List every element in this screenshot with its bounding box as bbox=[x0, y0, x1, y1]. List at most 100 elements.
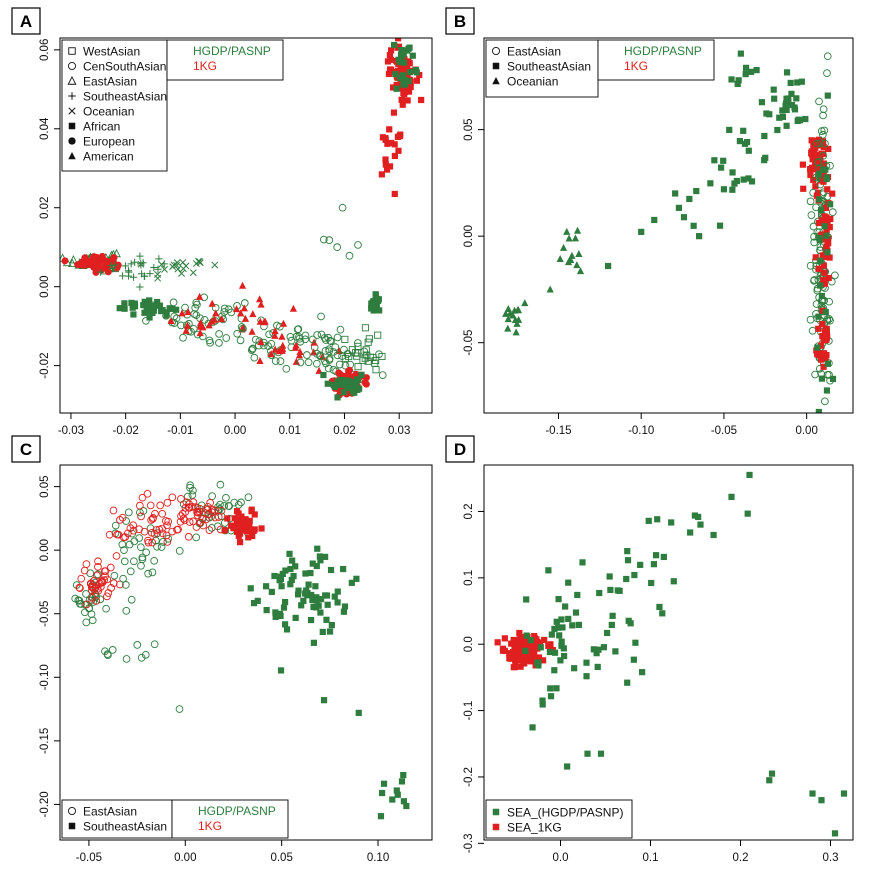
data-point bbox=[304, 358, 313, 367]
data-point bbox=[391, 152, 399, 160]
data-point bbox=[80, 566, 89, 575]
data-point bbox=[398, 47, 405, 54]
data-point bbox=[819, 151, 828, 160]
data-point bbox=[144, 302, 151, 309]
data-point bbox=[779, 113, 787, 121]
data-point bbox=[313, 594, 320, 601]
data-point bbox=[819, 307, 826, 314]
data-point bbox=[806, 261, 815, 270]
data-point bbox=[211, 261, 219, 269]
data-point bbox=[399, 101, 406, 108]
data-point bbox=[814, 158, 822, 166]
data-point bbox=[595, 646, 602, 653]
data-point bbox=[314, 545, 321, 552]
data-point bbox=[173, 306, 180, 313]
data-point bbox=[820, 178, 827, 185]
data-point bbox=[819, 111, 827, 120]
data-point bbox=[158, 261, 165, 268]
data-point bbox=[720, 157, 727, 164]
data-point bbox=[144, 569, 152, 578]
data-point bbox=[555, 624, 562, 631]
data-point bbox=[814, 344, 821, 351]
data-point bbox=[129, 526, 138, 535]
legend-label: EastAsian bbox=[83, 805, 137, 819]
data-point bbox=[288, 576, 295, 584]
data-point bbox=[113, 530, 122, 539]
data-point bbox=[173, 261, 181, 269]
data-point bbox=[386, 66, 394, 73]
data-point bbox=[825, 297, 834, 306]
data-point bbox=[510, 306, 519, 314]
data-point bbox=[365, 335, 373, 343]
data-point bbox=[565, 615, 572, 623]
legend-marker bbox=[492, 808, 500, 816]
y-tick-label: -0.3 bbox=[463, 833, 475, 853]
data-point bbox=[281, 598, 289, 606]
data-point bbox=[583, 673, 590, 680]
data-point bbox=[645, 517, 652, 524]
data-point bbox=[220, 502, 229, 510]
y-tick-label: 0.1 bbox=[463, 570, 475, 586]
data-point bbox=[811, 370, 819, 379]
data-point bbox=[207, 523, 216, 532]
data-point bbox=[215, 339, 223, 347]
data-point bbox=[192, 533, 201, 542]
data-point bbox=[821, 139, 829, 148]
data-point bbox=[96, 579, 104, 588]
data-point bbox=[624, 548, 631, 555]
data-point bbox=[770, 86, 777, 93]
data-point bbox=[140, 527, 149, 536]
data-points bbox=[71, 480, 410, 820]
data-point bbox=[412, 66, 419, 74]
data-point bbox=[116, 580, 124, 589]
data-point bbox=[343, 350, 352, 358]
data-point bbox=[340, 608, 348, 615]
data-point bbox=[169, 298, 178, 307]
data-point bbox=[69, 254, 78, 264]
data-point bbox=[345, 251, 354, 260]
data-point bbox=[517, 634, 524, 642]
data-point bbox=[310, 348, 318, 356]
data-point bbox=[224, 515, 231, 522]
data-point bbox=[783, 95, 790, 102]
data-point bbox=[812, 254, 819, 261]
data-point bbox=[301, 331, 310, 340]
data-point bbox=[391, 141, 398, 148]
data-point bbox=[156, 501, 165, 510]
data-point bbox=[546, 648, 554, 656]
data-point bbox=[181, 303, 189, 312]
data-point bbox=[378, 352, 386, 361]
data-point bbox=[186, 481, 194, 490]
data-point bbox=[517, 638, 524, 645]
data-point bbox=[276, 610, 284, 617]
data-point bbox=[75, 583, 84, 592]
data-point bbox=[119, 533, 128, 542]
data-point bbox=[281, 621, 289, 628]
data-point bbox=[179, 333, 187, 342]
data-point bbox=[808, 137, 815, 144]
data-point bbox=[334, 377, 341, 384]
data-point bbox=[579, 559, 586, 566]
data-point bbox=[825, 274, 832, 282]
data-point bbox=[668, 519, 675, 526]
data-point bbox=[214, 513, 223, 521]
data-point bbox=[138, 493, 147, 502]
legend-label: African bbox=[83, 120, 120, 134]
data-point bbox=[815, 171, 822, 178]
data-point bbox=[238, 281, 247, 289]
data-point bbox=[372, 296, 379, 303]
data-point bbox=[335, 347, 343, 355]
data-point bbox=[303, 351, 311, 359]
data-point bbox=[189, 269, 197, 277]
data-point bbox=[354, 363, 362, 371]
data-point bbox=[278, 583, 285, 590]
data-point bbox=[815, 265, 822, 272]
data-point bbox=[403, 802, 410, 810]
data-point bbox=[108, 646, 117, 654]
data-point bbox=[90, 253, 98, 261]
data-point bbox=[215, 330, 223, 338]
y-tick-label: 0.06 bbox=[39, 39, 51, 61]
data-point bbox=[94, 570, 102, 579]
data-point bbox=[675, 204, 683, 211]
y-tick-label: -0.05 bbox=[39, 601, 51, 627]
